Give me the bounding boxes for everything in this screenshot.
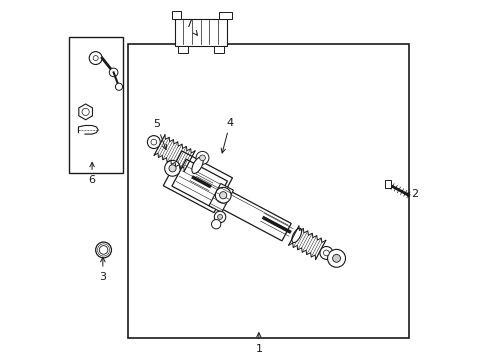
Circle shape [219, 192, 226, 199]
Bar [178, 45, 188, 53]
Text: 3: 3 [99, 257, 106, 282]
Polygon shape [172, 159, 227, 208]
Circle shape [215, 187, 231, 203]
Bar [69, 37, 122, 173]
Circle shape [99, 246, 108, 254]
Bar [214, 45, 224, 53]
Circle shape [169, 165, 176, 172]
Circle shape [115, 83, 122, 90]
Bar [174, 19, 226, 45]
Bar [219, 12, 231, 19]
Circle shape [96, 242, 111, 258]
Ellipse shape [191, 157, 203, 174]
Bar [128, 44, 408, 338]
Circle shape [164, 161, 180, 176]
Text: 7: 7 [185, 19, 197, 35]
Circle shape [199, 155, 205, 161]
Circle shape [109, 68, 118, 77]
Circle shape [327, 249, 345, 267]
Ellipse shape [291, 228, 301, 243]
Text: 2: 2 [404, 189, 418, 199]
Circle shape [319, 247, 332, 260]
Polygon shape [186, 173, 291, 241]
Circle shape [214, 211, 225, 222]
Polygon shape [208, 184, 233, 212]
Text: 1: 1 [255, 333, 262, 354]
Text: 4: 4 [221, 118, 233, 153]
Polygon shape [163, 151, 232, 213]
Circle shape [332, 255, 340, 262]
Polygon shape [79, 104, 92, 120]
Circle shape [147, 136, 160, 149]
Text: 6: 6 [88, 162, 95, 185]
Circle shape [151, 139, 156, 145]
Text: 5: 5 [153, 120, 166, 149]
Bar [384, 180, 390, 188]
Circle shape [323, 250, 328, 256]
Circle shape [93, 55, 98, 60]
Circle shape [196, 152, 208, 164]
Circle shape [217, 215, 222, 220]
Circle shape [89, 51, 102, 64]
Bar [171, 11, 180, 19]
Circle shape [211, 220, 221, 229]
